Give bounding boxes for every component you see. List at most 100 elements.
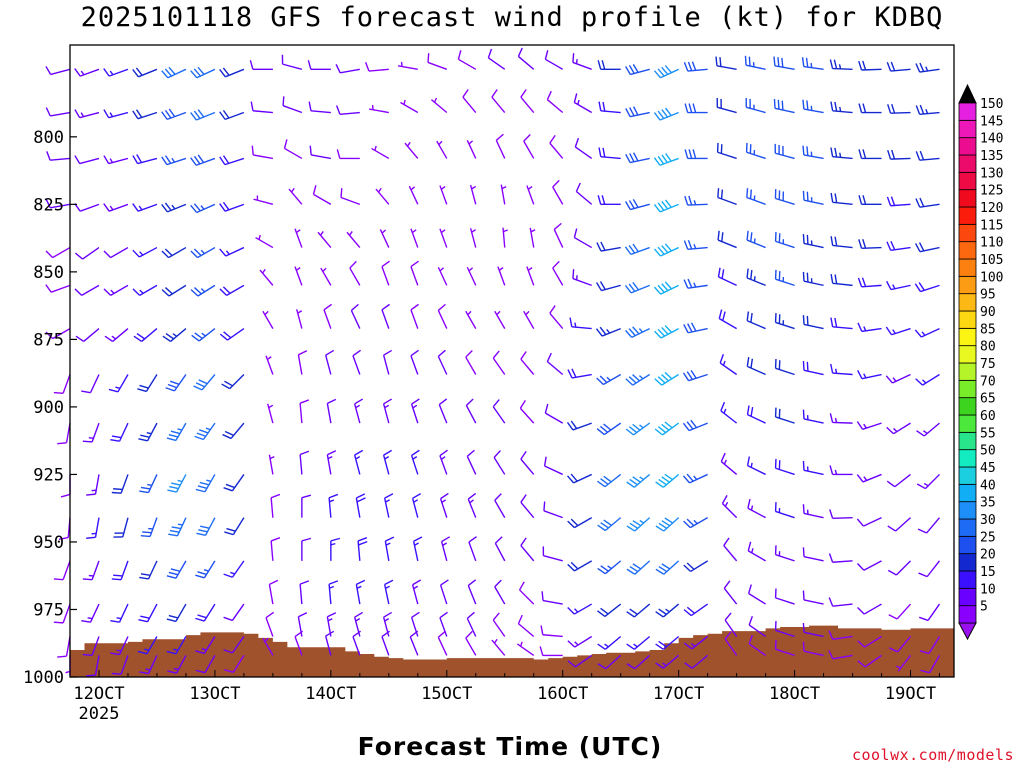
barb-staff	[747, 507, 766, 519]
barb-staff	[299, 403, 303, 424]
wind-barb	[262, 310, 274, 329]
barb-half	[144, 648, 150, 652]
wind-barb	[132, 203, 158, 212]
barb-full	[862, 239, 867, 249]
wind-barb	[270, 537, 281, 561]
barb-staff	[94, 655, 100, 676]
wind-barb	[45, 246, 71, 259]
barb-full	[632, 199, 639, 208]
barb-staff	[523, 310, 535, 329]
barb-staff	[79, 157, 100, 165]
barb-staff	[324, 355, 332, 375]
barb-full	[724, 612, 732, 621]
barb-half	[662, 662, 667, 667]
barb-full	[352, 630, 362, 638]
barb-staff	[317, 231, 332, 249]
barb-full	[596, 428, 605, 436]
barb-full	[629, 608, 638, 615]
wind-barb	[223, 603, 245, 622]
x-tick-label: 13OCT	[189, 684, 240, 704]
terrain-area	[70, 625, 954, 677]
barb-staff	[196, 68, 216, 79]
wind-barb	[166, 603, 187, 623]
barb-half	[109, 158, 114, 163]
wind-barb	[914, 327, 940, 338]
wind-barb	[45, 199, 71, 209]
wind-barb	[546, 90, 564, 114]
wind-barb	[887, 517, 911, 532]
colorbar-swatch	[958, 293, 977, 312]
barb-full	[919, 62, 925, 72]
barb-full	[82, 653, 93, 656]
wind-barb	[132, 284, 158, 296]
barb-half	[139, 251, 144, 256]
barb-full	[664, 281, 672, 290]
wind-barb	[281, 54, 303, 70]
barb-staff	[50, 284, 71, 293]
wind-barb	[655, 473, 680, 488]
wind-barb	[887, 103, 911, 114]
barb-full	[597, 610, 606, 617]
wind-barb	[747, 584, 766, 605]
barb-staff	[465, 310, 477, 329]
barb-full	[410, 349, 419, 357]
wind-barb	[81, 374, 100, 394]
barb-full	[750, 232, 753, 242]
barb-full	[664, 107, 672, 116]
barb-full	[805, 57, 809, 68]
wind-barb	[886, 196, 911, 207]
barb-full	[161, 204, 168, 213]
wind-barb	[858, 195, 882, 206]
wind-barb	[283, 139, 303, 160]
wind-barb	[326, 398, 337, 424]
barb-staff	[544, 465, 564, 476]
barb-full	[599, 281, 606, 290]
wind-barb	[495, 133, 506, 159]
x-tick-label: 19OCT	[885, 684, 936, 704]
barb-full	[195, 382, 205, 388]
barb-full	[190, 157, 197, 166]
barb-full	[664, 421, 673, 429]
barb-staff	[775, 597, 795, 605]
wind-barb	[544, 403, 564, 424]
barb-full	[628, 426, 638, 434]
barb-full	[750, 407, 754, 417]
barb-staff	[467, 585, 477, 605]
barb-staff	[197, 246, 216, 259]
barb-full	[270, 493, 281, 499]
wind-barb	[400, 99, 419, 114]
barb-full	[161, 289, 170, 297]
barb-full	[750, 312, 753, 323]
barb-full	[53, 578, 64, 581]
x-tick-label: 15OCT	[421, 684, 472, 704]
wind-barb	[745, 142, 766, 160]
barb-full	[664, 517, 674, 524]
wind-barb	[132, 109, 158, 120]
barb-half	[834, 469, 838, 475]
barb-half	[834, 417, 838, 423]
barb-full	[915, 243, 921, 253]
colorbar-label: 5	[980, 600, 988, 615]
wind-barb	[595, 326, 621, 337]
barb-half	[355, 618, 361, 622]
barb-staff	[352, 636, 361, 656]
barb-half	[892, 329, 896, 334]
barb-full	[327, 612, 337, 618]
barb-full	[664, 371, 673, 380]
barb-full	[544, 403, 549, 414]
colorbar-label: 110	[980, 236, 1003, 251]
wind-barb	[294, 630, 304, 656]
barb-full	[661, 476, 670, 483]
barb-staff	[118, 422, 129, 442]
barb-half	[355, 404, 361, 409]
wind-barb	[549, 305, 564, 330]
barb-full	[915, 63, 921, 73]
barb-staff	[320, 267, 332, 286]
credit-label[interactable]: coolwx.com/models	[851, 746, 1014, 764]
wind-barb	[323, 303, 333, 329]
wind-barb	[653, 153, 679, 166]
wind-barb	[382, 449, 393, 475]
barb-full	[299, 450, 310, 456]
wind-barb	[626, 517, 651, 532]
barb-full	[495, 133, 504, 141]
